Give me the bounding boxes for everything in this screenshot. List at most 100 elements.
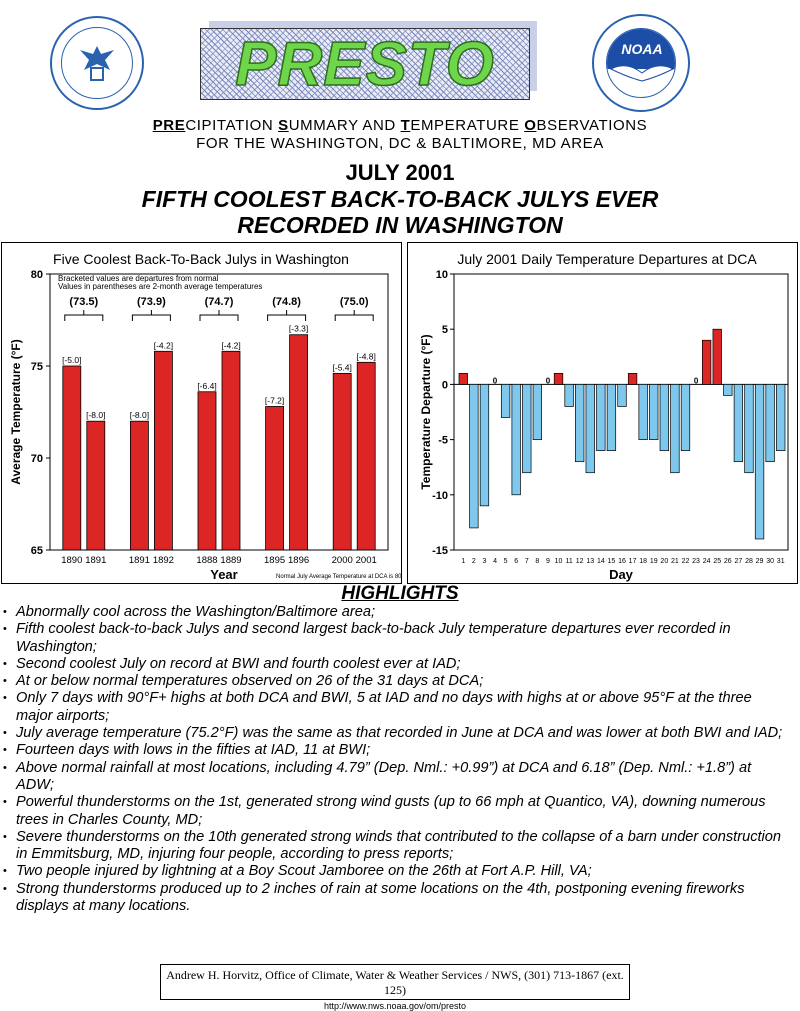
bar — [479, 384, 490, 507]
x-tick-label: 22 — [682, 558, 690, 565]
eagle-icon — [80, 46, 114, 81]
chart-title: July 2001 Daily Temperature Departures a… — [457, 251, 757, 267]
x-tick-label: 2000 — [332, 555, 353, 566]
x-tick-label: 24 — [703, 558, 711, 565]
bar-departure-label: [-8.0] — [130, 410, 149, 420]
y-axis-title: Temperature Departure (°F) — [419, 334, 433, 489]
plot-frame — [453, 273, 789, 551]
headline-line-2: RECORDED IN WASHINGTON — [237, 212, 563, 238]
y-tick-label: -10 — [432, 490, 448, 502]
noaa-seal-ring: NOAA — [606, 28, 676, 98]
highlight-item: Above normal rainfall at most locations,… — [2, 760, 792, 795]
acronym-letter-o: O — [524, 117, 537, 134]
y-tick-label: 80 — [31, 269, 43, 281]
x-tick-label: 14 — [597, 558, 605, 565]
x-tick-label: 17 — [629, 558, 637, 565]
bar — [522, 384, 532, 474]
footer-url[interactable]: http://www.nws.noaa.gov/om/presto — [323, 1001, 467, 1011]
seagull-icon — [609, 65, 675, 82]
bar — [458, 373, 468, 385]
group-average-label: (75.0) — [340, 296, 369, 308]
x-tick-label: 5 — [504, 558, 508, 565]
group-bracket — [199, 310, 239, 321]
x-tick-label: 12 — [576, 558, 584, 565]
group-bracket — [131, 310, 171, 321]
group-bracket — [64, 310, 104, 321]
chart-title: Five Coolest Back-To-Back Julys in Washi… — [53, 251, 349, 267]
bar — [553, 373, 564, 385]
noaa-seal-sky — [607, 29, 675, 69]
highlight-item: Fourteen days with lows in the fifties a… — [2, 742, 792, 760]
bar — [153, 350, 173, 551]
coolest-julys-chart: Five Coolest Back-To-Back Julys in Washi… — [9, 251, 408, 582]
bar — [723, 384, 733, 396]
x-tick-label: 2001 — [356, 555, 377, 566]
x-tick-label: 16 — [618, 558, 626, 565]
bar — [627, 373, 638, 385]
noaa-label: NOAA — [621, 41, 663, 57]
x-tick-label: 21 — [671, 558, 679, 565]
x-tick-label: 27 — [734, 558, 742, 565]
group-bracket — [267, 310, 307, 321]
y-tick-label: 75 — [31, 361, 43, 373]
coolest-julys-chart-panel: Five Coolest Back-To-Back Julys in Washi… — [1, 242, 408, 584]
bar-departure-label: [-4.8] — [357, 351, 376, 361]
y-tick-label: 70 — [31, 453, 43, 465]
x-tick-label: 11 — [565, 558, 572, 565]
contact-footer: Andrew H. Horvitz, Office of Climate, Wa… — [160, 964, 630, 1011]
presto-logo-text: PRESTO — [234, 29, 495, 100]
x-tick-label: 18 — [639, 558, 647, 565]
x-axis-title: Year — [210, 567, 237, 582]
x-tick-label: 25 — [713, 558, 721, 565]
group-average-label: (73.9) — [137, 296, 166, 308]
x-tick-label: 23 — [692, 558, 700, 565]
x-tick-label: 8 — [535, 558, 539, 565]
bar-departure-label: [-4.2] — [221, 340, 240, 350]
zero-value-label: 0 — [493, 376, 498, 385]
x-tick-label: 19 — [650, 558, 658, 565]
highlights-title: HIGHLIGHTS — [341, 583, 459, 604]
chart-note: Values in parentheses are 2-month averag… — [58, 282, 262, 291]
bar — [86, 420, 106, 551]
x-tick-label: 6 — [514, 558, 518, 565]
bar — [680, 384, 691, 451]
x-tick-label: 7 — [525, 558, 529, 565]
bar — [670, 384, 680, 474]
bar — [265, 406, 285, 551]
x-tick-label: 1890 — [61, 555, 82, 566]
bar — [129, 420, 149, 551]
y-tick-label: 0 — [442, 379, 448, 391]
subtitle-line-1: PRECIPITATION SUMMARY AND TEMPERATURE OB… — [0, 117, 800, 134]
bar-departure-label: [-4.2] — [154, 340, 173, 350]
x-tick-label: 1891 — [85, 555, 106, 566]
subtitle-word-temperature: EMPERATURE — [410, 117, 525, 134]
bar — [575, 384, 585, 463]
highlight-item: Powerful thunderstorms on the 1st, gener… — [2, 794, 792, 829]
bar — [638, 384, 648, 440]
x-tick-label: 3 — [482, 558, 486, 565]
bar — [659, 384, 669, 451]
bar — [62, 365, 82, 551]
y-tick-label: -15 — [432, 545, 448, 557]
highlight-item: Second coolest July on record at BWI and… — [2, 656, 792, 674]
commerce-seal — [50, 16, 144, 110]
x-tick-label: 26 — [724, 558, 732, 565]
bar — [712, 328, 722, 385]
x-tick-label: 10 — [555, 558, 563, 565]
x-tick-label: 4 — [493, 558, 497, 565]
bar — [744, 384, 754, 474]
bar-departure-label: [-7.2] — [265, 395, 284, 405]
bar-departure-label: [-8.0] — [86, 410, 105, 420]
bar — [754, 384, 765, 540]
x-tick-label: 1892 — [153, 555, 174, 566]
highlight-item: Fifth coolest back-to-back Julys and sec… — [2, 621, 792, 656]
x-tick-label: 1891 — [129, 555, 150, 566]
highlight-item: Severe thunderstorms on the 10th generat… — [2, 829, 792, 864]
chart-note: Bracketed values are departures from nor… — [58, 274, 219, 283]
bar-departure-label: [-6.4] — [197, 381, 216, 391]
acronym-letter-pre: PRE — [152, 117, 186, 134]
acronym-letter-t: T — [400, 117, 411, 134]
y-tick-label: 5 — [442, 324, 448, 336]
x-tick-label: 2 — [472, 558, 476, 565]
x-tick-label: 1896 — [288, 555, 309, 566]
